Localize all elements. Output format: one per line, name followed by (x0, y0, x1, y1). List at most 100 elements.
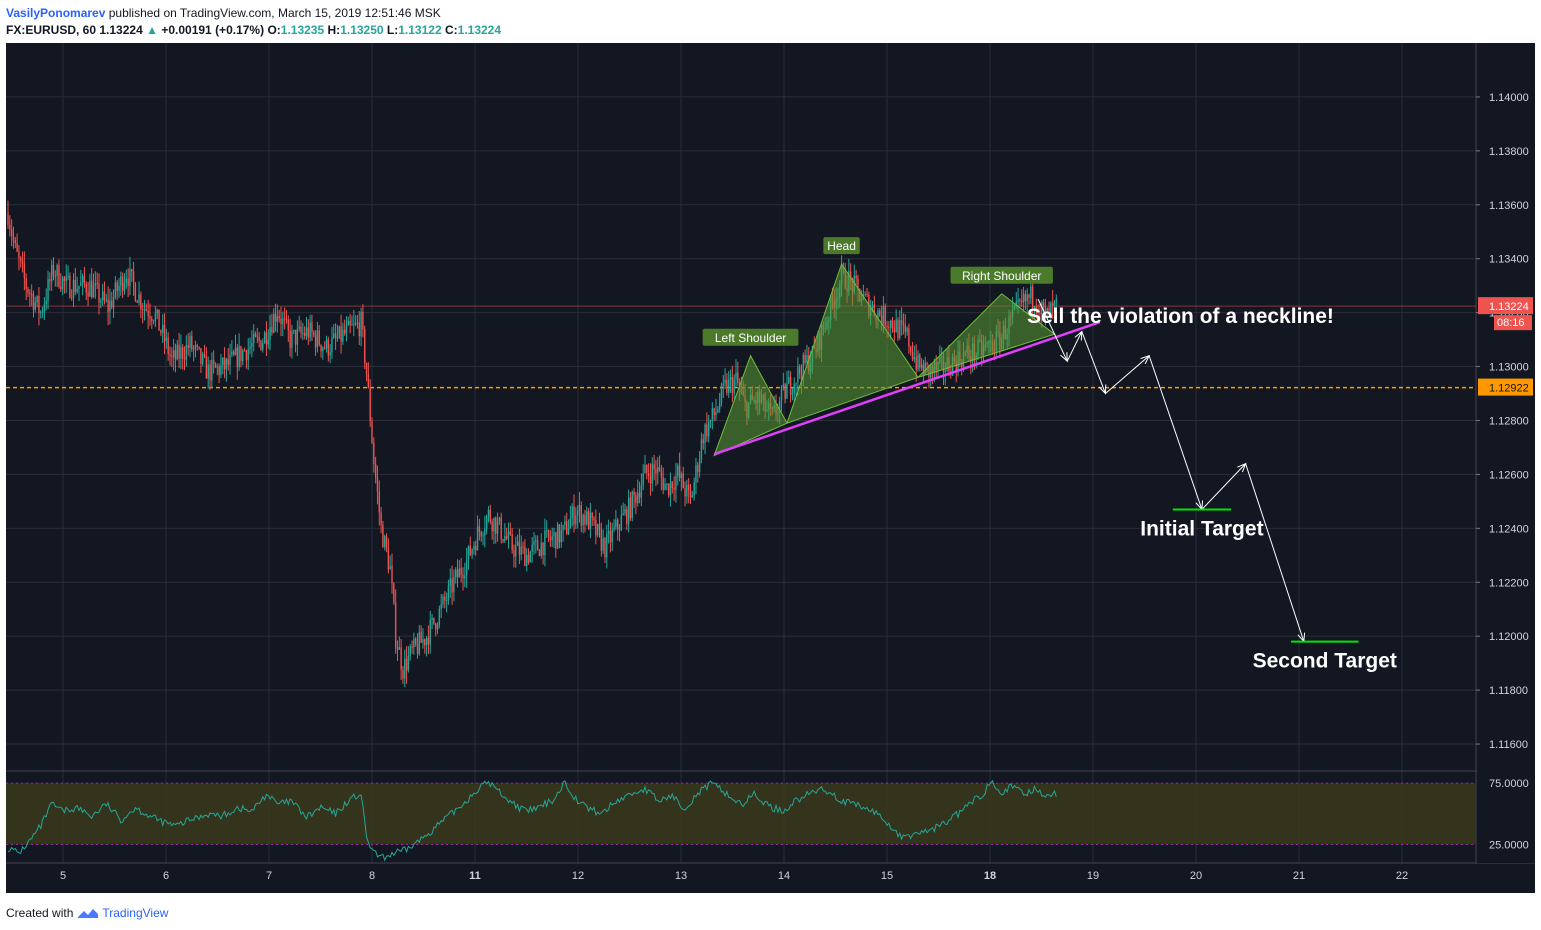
last-price-tag (1478, 297, 1533, 315)
candle-body (111, 300, 113, 308)
candle (797, 357, 799, 396)
countdown-label: 08:16 (1497, 317, 1525, 329)
candle-body (323, 347, 326, 349)
candle-body (280, 318, 282, 325)
candle (664, 477, 666, 491)
candle-body (438, 608, 441, 626)
candle (420, 625, 422, 643)
candlestick-series (7, 200, 1058, 688)
tradingview-link[interactable]: TradingView (102, 906, 169, 920)
price-tick-label: 1.13800 (1489, 146, 1529, 158)
candle-body (431, 617, 433, 620)
candle (553, 527, 555, 548)
candle-body (345, 325, 348, 334)
candle-body (911, 351, 914, 360)
candle-body (171, 355, 173, 358)
symbol-label[interactable]: FX:EURUSD, 60 (6, 23, 97, 37)
candle (313, 330, 315, 338)
candle-body (511, 533, 513, 550)
time-axis[interactable]: 5 6 7 8 11 12 13 14 15 18 19 20 21 22 (6, 864, 1535, 893)
candle-body (913, 357, 916, 360)
time-tick-label: 18 (984, 870, 996, 882)
time-tick-label: 19 (1087, 870, 1099, 882)
candle (480, 530, 482, 542)
candle-body (200, 348, 202, 364)
right-shoulder-label-bg (950, 266, 1053, 284)
candle (910, 345, 912, 356)
candle (637, 479, 639, 507)
candle (500, 512, 502, 544)
candle-body (549, 537, 552, 541)
candle (141, 302, 144, 324)
candle-body (1039, 313, 1041, 315)
candle-body (567, 528, 570, 534)
candle-body (169, 354, 171, 356)
right-shoulder-label: Right Shoulder (962, 269, 1041, 283)
candle-body (784, 384, 786, 399)
candle-body (254, 333, 257, 337)
price-tick-label: 1.13600 (1489, 200, 1529, 212)
candle-body (7, 212, 9, 225)
candle-body (629, 497, 632, 519)
candle (533, 532, 535, 555)
candle (380, 506, 382, 534)
candle-body (507, 531, 510, 539)
candle (662, 467, 664, 495)
candle (460, 558, 462, 583)
candle-body (902, 322, 905, 326)
candle-body (132, 271, 135, 284)
candle-body (893, 328, 896, 333)
candle (307, 319, 309, 345)
price-chart[interactable]: Left Shoulder Head Right Shoulder Initial … (6, 43, 1535, 893)
candle (36, 295, 38, 308)
candle-body (917, 354, 919, 370)
candle (920, 357, 923, 371)
projection-segment (1105, 355, 1150, 394)
candle-body (316, 330, 319, 348)
candle (220, 354, 222, 378)
candle-body (465, 559, 468, 576)
candle (465, 547, 468, 588)
candle-body (131, 269, 133, 272)
candle (890, 319, 892, 340)
up-triangle-icon: ▲ (146, 23, 158, 37)
candle-body (83, 275, 86, 285)
candle (360, 307, 362, 347)
candle-body (384, 536, 386, 548)
candle-body (433, 617, 435, 624)
candle-body (274, 313, 277, 322)
candle-body (120, 276, 122, 286)
candle-body (571, 506, 573, 519)
candle-body (682, 473, 684, 489)
candle-body (684, 488, 686, 497)
candle (458, 560, 461, 578)
candle-body (451, 578, 453, 593)
candle-body (711, 408, 714, 420)
candle-body (289, 330, 291, 348)
candle-body (1051, 303, 1054, 306)
chart-header: VasilyPonomarev published on TradingView… (6, 4, 1536, 42)
author-link[interactable]: VasilyPonomarev (6, 6, 106, 20)
candle-body (192, 348, 195, 350)
candle (249, 337, 251, 355)
candle-body (402, 669, 404, 679)
candle-body (362, 311, 364, 329)
candle (227, 348, 229, 371)
candle-body (265, 332, 268, 345)
candle-body (606, 533, 608, 558)
candle (731, 365, 734, 403)
candle-body (660, 470, 663, 478)
candle-body (251, 343, 253, 347)
candle (101, 283, 104, 306)
candle-body (203, 354, 206, 356)
candle (735, 359, 737, 387)
candle-body (218, 366, 220, 375)
price-axis[interactable]: 1.140001.138001.136001.134001.132001.130… (1476, 43, 1535, 863)
candle-body (788, 377, 790, 384)
candle-body (209, 364, 211, 381)
neckline (713, 320, 1101, 456)
candle-body (365, 363, 368, 374)
candle-body (609, 531, 612, 543)
candle-body (187, 344, 189, 348)
price-tick-label: 1.12600 (1489, 469, 1529, 481)
